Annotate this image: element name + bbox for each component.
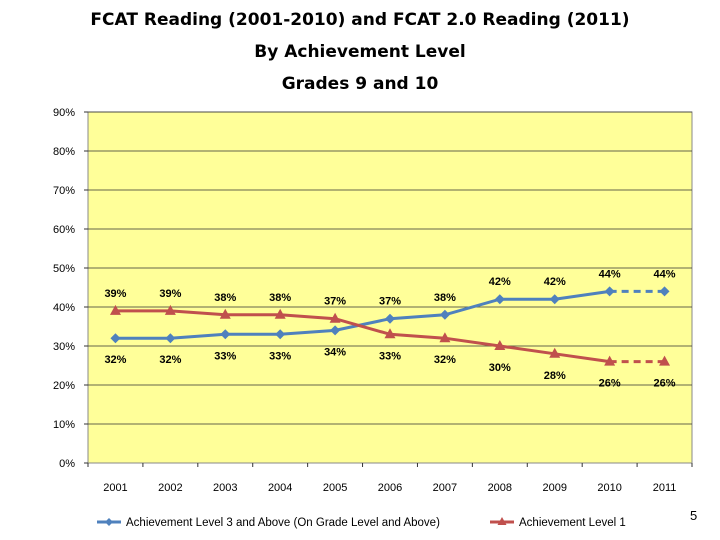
- legend-marker-triangle: [497, 517, 507, 525]
- page-number: 5: [690, 508, 698, 523]
- data-point-diamond: [439, 309, 450, 320]
- data-point-diamond: [385, 313, 395, 324]
- data-point-triangle: [549, 347, 561, 358]
- data-label: 30%: [489, 362, 511, 374]
- x-tick-label: 2003: [213, 482, 237, 494]
- data-label: 37%: [379, 296, 401, 308]
- data-label: 33%: [269, 350, 291, 362]
- y-tick-label: 0%: [59, 458, 75, 470]
- data-label: 33%: [214, 350, 236, 362]
- data-label: 39%: [104, 288, 126, 300]
- data-label: 42%: [489, 276, 511, 288]
- data-label: 33%: [379, 350, 401, 362]
- series-line-2: [115, 309, 610, 364]
- y-tick-label: 90%: [53, 107, 75, 119]
- data-point-triangle: [274, 308, 286, 319]
- x-tick-label: 2001: [103, 482, 127, 494]
- data-point-triangle: [219, 308, 231, 319]
- data-point-diamond: [110, 333, 121, 344]
- data-point-diamond: [659, 286, 670, 297]
- data-point-triangle: [329, 312, 341, 323]
- data-label: 28%: [544, 370, 566, 382]
- data-point-triangle: [439, 332, 451, 343]
- data-label: 32%: [159, 354, 181, 366]
- x-tick-label: 2007: [433, 482, 457, 494]
- data-point-diamond: [494, 294, 505, 305]
- y-tick-label: 40%: [53, 302, 75, 314]
- y-tick-label: 10%: [53, 419, 75, 431]
- x-tick-label: 2004: [268, 482, 292, 494]
- y-tick-label: 20%: [53, 380, 75, 392]
- x-tick-label: 2006: [378, 482, 402, 494]
- x-tick-label: 2010: [597, 482, 621, 494]
- y-tick-label: 60%: [53, 224, 75, 236]
- chart-title: FCAT Reading (2001-2010) and FCAT 2.0 Re…: [90, 10, 630, 30]
- series-line-1: [115, 289, 610, 340]
- y-tick-label: 30%: [53, 341, 75, 353]
- data-label: 32%: [104, 354, 126, 366]
- data-point-diamond: [165, 333, 176, 344]
- data-point-triangle: [604, 355, 616, 366]
- data-point-triangle: [384, 328, 396, 339]
- x-tick-label: 2005: [323, 482, 347, 494]
- data-label: 37%: [324, 296, 346, 308]
- data-point-triangle: [494, 340, 506, 350]
- data-label: 38%: [214, 292, 236, 304]
- data-label: 26%: [654, 378, 676, 390]
- data-label: 38%: [269, 292, 291, 304]
- data-label: 26%: [599, 378, 621, 390]
- data-label: 34%: [324, 346, 346, 358]
- y-tick-label: 50%: [53, 263, 75, 275]
- legend-label: Achievement Level 1: [519, 517, 626, 529]
- data-point-diamond: [330, 325, 341, 336]
- data-point-triangle: [659, 355, 671, 366]
- legend-marker-diamond: [105, 518, 113, 526]
- data-label: 44%: [654, 268, 676, 280]
- legend-label: Achievement Level 3 and Above (On Grade …: [126, 517, 440, 529]
- data-point-diamond: [549, 294, 560, 305]
- data-point-triangle: [109, 304, 121, 315]
- x-tick-label: 2009: [542, 482, 566, 494]
- y-tick-label: 80%: [53, 146, 75, 158]
- data-label: 38%: [434, 292, 456, 304]
- data-label: 32%: [434, 354, 456, 366]
- plot-area: [87, 111, 693, 464]
- chart-subtitle-grades: Grades 9 and 10: [281, 74, 439, 94]
- data-point-diamond: [604, 286, 615, 297]
- data-label: 44%: [599, 268, 621, 280]
- data-point-triangle: [164, 304, 176, 315]
- x-tick-label: 2008: [488, 482, 512, 494]
- chart-subtitle: By Achievement Level: [254, 42, 466, 62]
- data-point-diamond: [275, 329, 286, 340]
- data-label: 42%: [544, 276, 566, 288]
- data-label: 39%: [159, 288, 181, 300]
- x-tick-label: 2002: [158, 482, 182, 494]
- data-point-diamond: [220, 329, 231, 340]
- x-tick-label: 2011: [653, 482, 677, 494]
- y-tick-label: 70%: [53, 185, 75, 197]
